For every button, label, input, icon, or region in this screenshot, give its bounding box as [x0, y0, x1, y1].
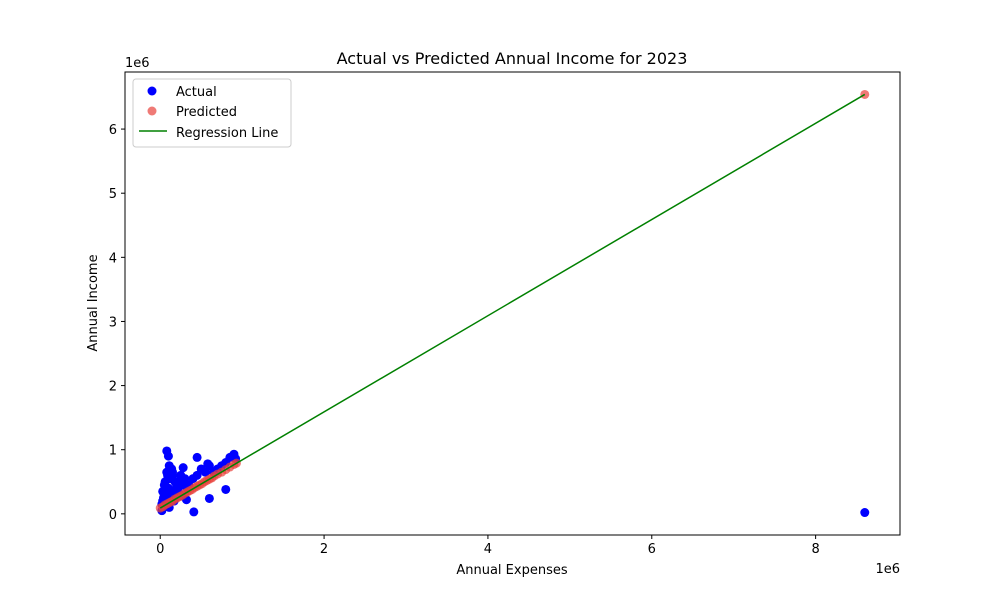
y-axis-label: Annual Income	[86, 254, 101, 351]
y-tick-label: 6	[109, 123, 117, 138]
x-tick-label: 6	[648, 542, 656, 557]
actual-point	[160, 483, 170, 493]
actual-point	[189, 507, 199, 517]
x-axis-label: Annual Expenses	[456, 563, 567, 578]
actual-point	[168, 467, 178, 477]
chart-title: Actual vs Predicted Annual Income for 20…	[337, 49, 688, 68]
regression-line	[159, 93, 866, 509]
axes-frame	[124, 71, 901, 536]
y-tick-label: 1	[109, 444, 117, 459]
legend-actual-label: Actual	[176, 85, 217, 100]
x-tick-label: 0	[156, 542, 164, 557]
legend-box	[132, 78, 292, 148]
x-tick-label: 2	[320, 542, 328, 557]
ticks-layer: 0 2 4 6 8 0 1 2 3 4 5 6	[109, 123, 820, 557]
actual-point	[192, 470, 202, 480]
actual-point	[204, 493, 214, 503]
x-tick-label: 4	[484, 542, 492, 557]
y-tick-label: 3	[109, 315, 117, 330]
plot-layer	[155, 89, 870, 518]
actual-point	[860, 508, 870, 518]
x-offset-label: 1e6	[875, 562, 900, 577]
legend-predicted-label: Predicted	[176, 105, 237, 120]
actual-point	[178, 463, 188, 473]
y-tick-label: 0	[109, 508, 117, 523]
actual-point	[200, 467, 210, 477]
x-tick-label: 8	[811, 542, 819, 557]
legend-actual-marker	[147, 86, 157, 96]
legend-regression-label: Regression Line	[176, 126, 278, 141]
y-tick-label: 4	[109, 251, 117, 266]
actual-point	[192, 452, 202, 462]
legend-predicted-marker	[147, 106, 157, 116]
actual-point	[163, 451, 173, 461]
y-offset-label: 1e6	[125, 56, 150, 71]
y-tick-label: 2	[109, 380, 117, 395]
legend: Actual Predicted Regression Line	[132, 78, 292, 148]
actual-point	[203, 459, 213, 469]
actual-point	[177, 480, 187, 490]
actual-point	[221, 484, 231, 494]
y-tick-label: 5	[109, 187, 117, 202]
